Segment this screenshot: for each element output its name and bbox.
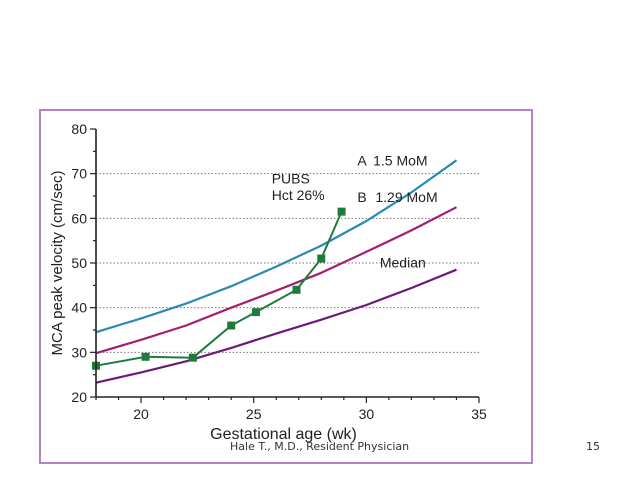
data-point <box>141 352 150 361</box>
series-label: 1.29 MoM <box>375 189 437 205</box>
series-line-1-29-mom <box>95 206 458 355</box>
gridlines <box>96 173 479 353</box>
series-label: 1.5 MoM <box>373 152 427 168</box>
author-caption: Hale T., M.D., Resident Physician <box>230 440 410 453</box>
labels: Gestational age (wk) MCA peak velocity (… <box>49 152 438 443</box>
x-axis-label: Gestational age (wk) <box>210 426 357 443</box>
ticks: 20 30 40 50 60 70 80 20 25 30 35 <box>71 121 487 422</box>
y-tick-label: 70 <box>71 166 87 182</box>
series-label: B <box>357 189 366 205</box>
annotation-label: Hct 26% <box>272 187 325 203</box>
x-tick-label: 35 <box>471 406 487 422</box>
x-tick-label: 30 <box>359 406 375 422</box>
series-label: Median <box>380 255 426 271</box>
x-tick-label: 25 <box>246 406 262 422</box>
data-point <box>292 285 301 294</box>
data-point <box>337 207 346 216</box>
y-tick-label: 50 <box>71 255 87 271</box>
y-axis-label: MCA peak velocity (cm/sec) <box>49 170 66 355</box>
y-tick-label: 80 <box>71 121 87 137</box>
series-label: A <box>357 152 367 168</box>
series-lines <box>92 159 458 384</box>
data-point <box>188 353 197 362</box>
chart-frame <box>39 109 533 464</box>
series-line-patient <box>95 211 343 367</box>
annotation-label: PUBS <box>272 171 310 187</box>
data-point <box>251 308 260 317</box>
x-tick-label: 20 <box>133 406 149 422</box>
y-tick-label: 20 <box>71 389 87 405</box>
page-number: 15 <box>586 440 600 453</box>
y-tick-label: 30 <box>71 344 87 360</box>
series-line-median <box>95 268 457 384</box>
y-tick-label: 40 <box>71 300 87 316</box>
data-point <box>317 254 326 263</box>
data-point <box>227 321 236 330</box>
y-tick-label: 60 <box>71 210 87 226</box>
series-line-1-5-mom <box>95 159 458 334</box>
